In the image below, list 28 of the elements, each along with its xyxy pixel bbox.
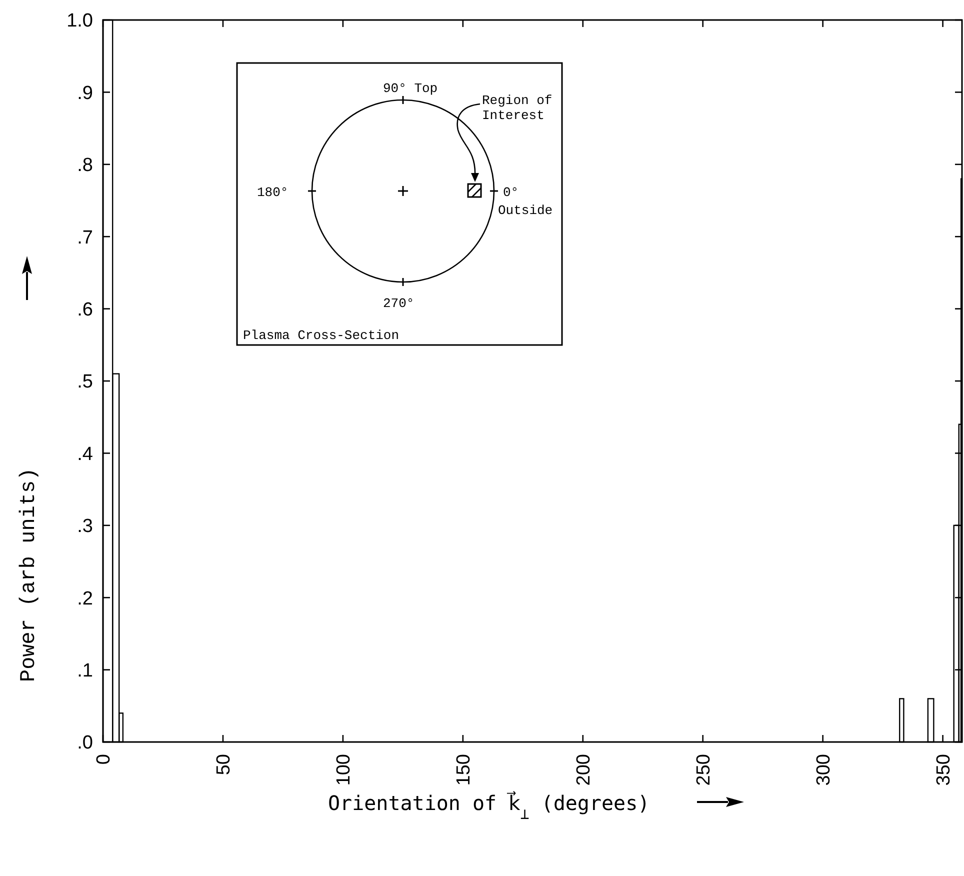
y-axis-title: Power (arb units) bbox=[18, 468, 41, 682]
annotation: 0° bbox=[503, 185, 519, 200]
x-tick-label: 0 bbox=[94, 754, 115, 765]
x-tick-label: 50 bbox=[214, 754, 235, 776]
x-tick-label: 200 bbox=[574, 754, 595, 786]
x-tick-label: 300 bbox=[813, 754, 834, 786]
y-tick-label: 1.0 bbox=[66, 10, 93, 32]
x-axis-title: Orientation of k⃗$_{⊥}$ (degrees) bbox=[328, 790, 650, 823]
x-tick-label: 350 bbox=[933, 754, 954, 786]
y-tick-label: .5 bbox=[77, 372, 93, 393]
y-tick-label: .3 bbox=[77, 516, 93, 538]
y-tick-label: .1 bbox=[77, 660, 93, 682]
y-tick-label: .6 bbox=[77, 299, 93, 320]
annotation: 180° bbox=[257, 185, 288, 200]
y-tick-label: .7 bbox=[77, 227, 93, 248]
annotation: Outside bbox=[498, 203, 553, 218]
y-tick-label: .9 bbox=[77, 82, 93, 104]
y-tick-label: .8 bbox=[77, 155, 93, 176]
x-tick-label: 250 bbox=[694, 754, 715, 786]
x-tick-label: 100 bbox=[334, 754, 355, 786]
annotation: 90° Top bbox=[383, 81, 438, 96]
x-tick-label: 150 bbox=[454, 754, 475, 786]
y-tick-label: .4 bbox=[77, 444, 94, 465]
y-tick-label: .2 bbox=[77, 588, 93, 610]
annotation: Region of Interest bbox=[482, 93, 552, 123]
annotation: 270° bbox=[383, 296, 414, 311]
y-tick-label: .0 bbox=[77, 732, 93, 754]
annotation: Plasma Cross-Section bbox=[243, 328, 400, 343]
